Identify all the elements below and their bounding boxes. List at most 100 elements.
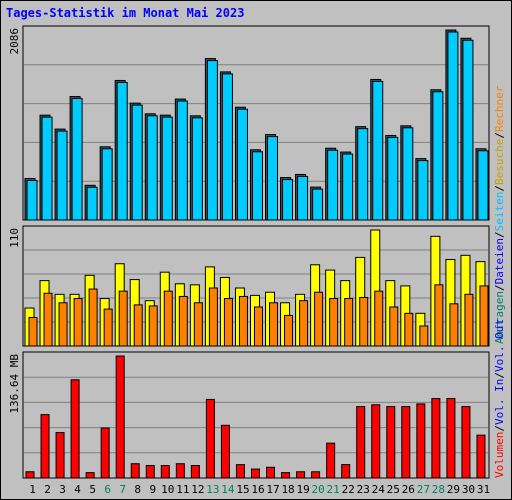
- files-bar: [357, 128, 369, 221]
- legend-entry: Anfragen: [493, 291, 506, 344]
- sites-bar: [238, 295, 248, 347]
- volume-bar: [190, 465, 200, 479]
- volume-bar: [250, 468, 260, 479]
- volume-bar: [115, 355, 125, 479]
- volume-bar: [85, 472, 95, 479]
- sites-bar: [329, 298, 339, 347]
- day-label: 29: [447, 483, 460, 496]
- sites-bar: [344, 298, 354, 347]
- day-label: 9: [149, 483, 156, 496]
- volume-bar: [311, 471, 321, 479]
- files-bar: [221, 73, 233, 221]
- sites-bar: [359, 296, 369, 347]
- sites-bar: [148, 305, 158, 347]
- sites-bar: [73, 298, 83, 347]
- files-bar: [267, 136, 279, 221]
- volume-bar: [235, 464, 245, 479]
- legend-entry: Seiten: [493, 192, 506, 232]
- files-bar: [146, 115, 158, 221]
- files-bar: [131, 104, 143, 221]
- files-bar: [206, 60, 218, 221]
- volume-bar: [296, 471, 306, 479]
- day-label: 8: [134, 483, 141, 496]
- day-label: 16: [251, 483, 264, 496]
- sites-bar: [28, 317, 38, 347]
- volume-bar: [55, 431, 65, 479]
- volume-bar: [175, 463, 185, 479]
- day-label: 6: [104, 483, 111, 496]
- volume-bar: [356, 406, 366, 479]
- volume-bar: [160, 465, 170, 479]
- legend-entry: Vol. Out: [493, 319, 506, 372]
- sites-bar: [299, 300, 309, 347]
- files-bar: [417, 160, 429, 221]
- volume-bar: [266, 466, 276, 479]
- legend-entry: /: [493, 185, 506, 192]
- legend-entry: /: [493, 284, 506, 291]
- volume-bar: [100, 427, 110, 479]
- sites-bar: [389, 306, 399, 347]
- legend-entry: /: [493, 372, 506, 379]
- legend-entry: Volumen: [493, 432, 506, 478]
- sites-bar: [479, 285, 489, 347]
- files-bar: [297, 175, 309, 221]
- day-label: 5: [89, 483, 96, 496]
- sites-bar: [208, 287, 218, 347]
- legend-entry: Rechner: [493, 85, 506, 132]
- sites-bar: [449, 303, 459, 347]
- sites-bar: [284, 314, 294, 347]
- sites-bar: [133, 304, 143, 347]
- day-label: 30: [462, 483, 475, 496]
- day-label: 22: [342, 483, 355, 496]
- volume-bar: [416, 403, 426, 479]
- sites-bar: [419, 325, 429, 347]
- files-bar: [447, 31, 459, 221]
- day-label: 12: [191, 483, 204, 496]
- sites-bar: [223, 298, 233, 347]
- day-label: 15: [236, 483, 249, 496]
- files-bar: [387, 136, 399, 221]
- volume-bar: [401, 406, 411, 479]
- day-label: 18: [281, 483, 294, 496]
- files-bar: [462, 39, 474, 221]
- day-label: 4: [74, 483, 81, 496]
- volume-bar: [371, 404, 381, 479]
- day-label: 19: [296, 483, 309, 496]
- legend-bottom: Volumen/Vol. In/Vol. Out: [493, 319, 506, 478]
- sites-bar: [58, 302, 68, 347]
- day-label: 23: [357, 483, 370, 496]
- sites-bar: [163, 290, 173, 347]
- sites-bar: [253, 306, 263, 347]
- sites-bar: [374, 290, 384, 347]
- day-label: 14: [221, 483, 235, 496]
- sites-bar: [88, 288, 98, 347]
- day-label: 10: [161, 483, 174, 496]
- sites-bar: [434, 284, 444, 347]
- files-bar: [191, 117, 203, 221]
- files-bar: [282, 179, 294, 221]
- sites-bar: [43, 292, 53, 347]
- day-label: 2: [44, 483, 51, 496]
- y-axis-max-label: 136.64 MB: [8, 354, 21, 414]
- volume-bar: [431, 398, 441, 479]
- chart-title: Tages-Statistik im Monat Mai 2023: [6, 6, 245, 20]
- sites-bar: [464, 293, 474, 347]
- legend-entry: /: [493, 231, 506, 238]
- legend-top: Anfragen/Dateien/Seiten/Besuche/Rechner: [493, 85, 506, 344]
- day-label: 21: [327, 483, 340, 496]
- files-bar: [176, 100, 188, 221]
- files-bar: [402, 127, 414, 221]
- sites-bar: [404, 312, 414, 347]
- files-bar: [477, 150, 489, 221]
- files-bar: [236, 108, 248, 221]
- volume-bar: [476, 434, 486, 479]
- files-bar: [372, 80, 384, 221]
- day-label: 26: [402, 483, 415, 496]
- files-bar: [26, 179, 38, 221]
- volume-bar: [145, 465, 155, 479]
- day-label: 11: [176, 483, 189, 496]
- day-label: 13: [206, 483, 219, 496]
- files-bar: [41, 116, 53, 221]
- y-axis-max-label: 110: [8, 228, 21, 248]
